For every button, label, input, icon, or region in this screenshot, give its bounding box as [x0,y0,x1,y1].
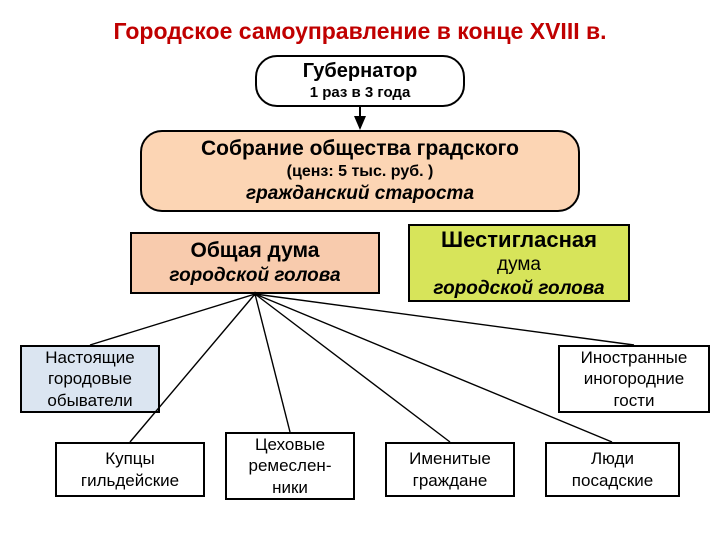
governor-line2: 1 раз в 3 года [310,84,411,103]
node-cat-foreign: Иностранные иногородние гости [558,345,710,413]
cat6-l2: иногородние [584,368,684,389]
cat1-l2: городовые [48,368,132,389]
cat2-l1: Купцы [105,448,155,469]
assembly-line1: Собрание общества градского [201,136,519,162]
cat6-l3: гости [613,390,654,411]
cat5-l1: Люди [591,448,634,469]
cat4-l2: граждане [413,470,488,491]
node-cat-posad: Люди посадские [545,442,680,497]
duma-six-line2: дума [497,253,541,277]
cat3-l1: Цеховые [255,434,325,455]
assembly-line2: (ценз: 5 тыс. руб. ) [287,162,434,182]
node-duma-six: Шестигласная дума городской голова [408,224,630,302]
duma-general-line2: городской голова [169,264,340,288]
node-cat-real-citizens: Настоящие городовые обыватели [20,345,160,413]
cat1-l3: обыватели [47,390,132,411]
assembly-line3: гражданский староста [246,182,474,206]
cat3-l2: ремеслен- [249,455,332,476]
duma-six-line3: городской голова [433,277,604,301]
duma-general-line1: Общая дума [191,238,320,264]
duma-six-line1: Шестигласная [441,226,597,254]
cat6-l1: Иностранные [581,347,688,368]
node-governor: Губернатор 1 раз в 3 года [255,55,465,107]
cat3-l3: ники [272,477,308,498]
cat5-l2: посадские [572,470,653,491]
cat2-l2: гильдейские [81,470,179,491]
governor-line1: Губернатор [303,59,418,84]
node-cat-merchants: Купцы гильдейские [55,442,205,497]
node-cat-eminent: Именитые граждане [385,442,515,497]
cat1-l1: Настоящие [45,347,134,368]
diagram-title: Городское самоуправление в конце XVIII в… [0,18,720,45]
cat4-l1: Именитые [409,448,491,469]
node-assembly: Собрание общества градского (ценз: 5 тыс… [140,130,580,212]
node-cat-craftsmen: Цеховые ремеслен- ники [225,432,355,500]
node-duma-general: Общая дума городской голова [130,232,380,294]
